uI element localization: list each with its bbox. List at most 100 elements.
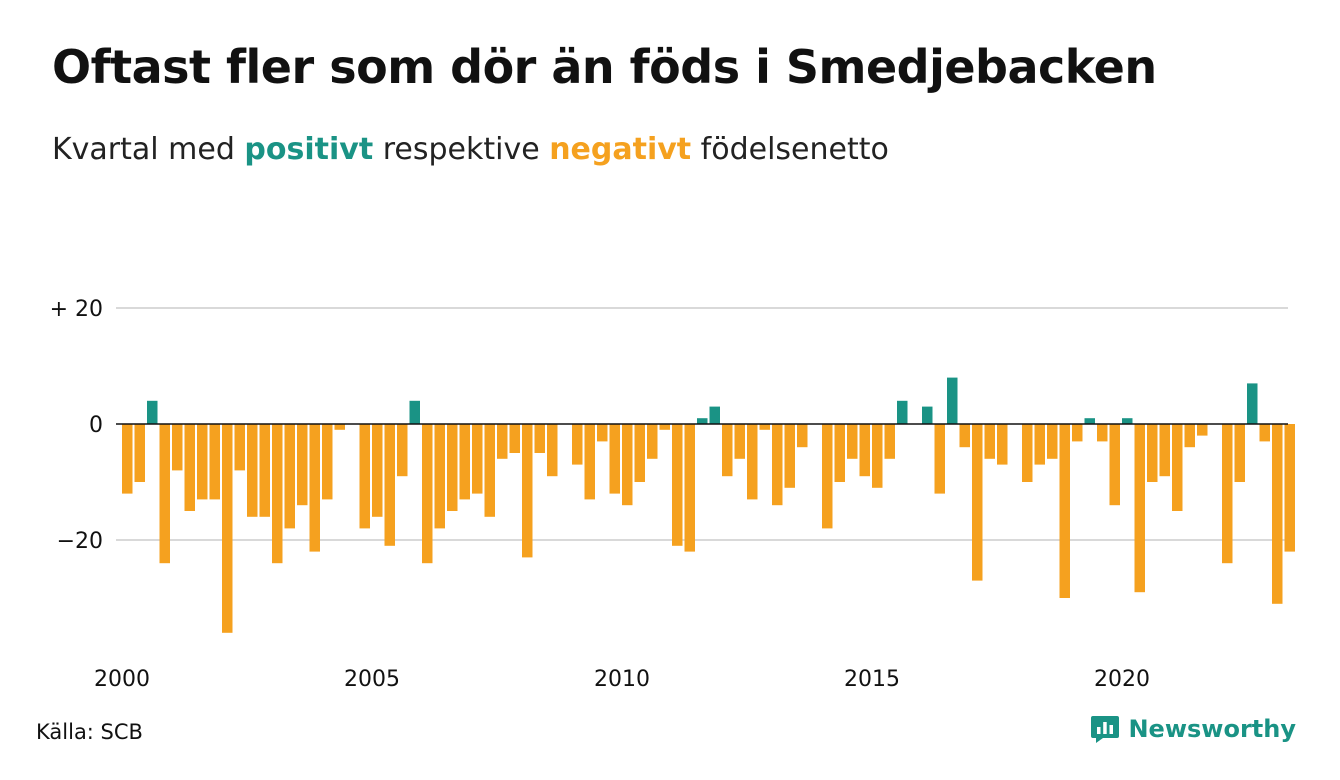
bar-negative — [597, 424, 608, 442]
bar-negative — [434, 424, 445, 529]
x-tick-label: 2010 — [594, 667, 650, 692]
bar-negative — [847, 424, 858, 459]
bar-negative — [1172, 424, 1183, 511]
bar-negative — [209, 424, 220, 500]
bar-negative — [1134, 424, 1145, 593]
bar-negative — [1184, 424, 1195, 448]
bar-negative — [284, 424, 295, 529]
bar-negative — [159, 424, 170, 564]
bar-negative — [634, 424, 645, 482]
bar-negative — [297, 424, 308, 506]
bar-negative — [1272, 424, 1283, 604]
bar-positive — [409, 400, 420, 424]
subtitle-text-mid: respektive — [373, 132, 550, 167]
bar-negative — [622, 424, 633, 506]
y-tick-label: 0 — [89, 413, 103, 438]
bar-negative — [859, 424, 870, 477]
newsworthy-logo-icon — [1091, 716, 1120, 743]
bar-negative — [1097, 424, 1108, 442]
bar-positive — [697, 418, 708, 424]
bar-negative — [972, 424, 983, 581]
bar-negative — [497, 424, 508, 459]
bar-negative — [834, 424, 845, 482]
bar-negative — [197, 424, 208, 500]
brand-name: Newsworthy — [1128, 715, 1296, 743]
bar-negative — [359, 424, 370, 529]
bar-negative — [934, 424, 945, 494]
brand-logo[interactable]: Newsworthy — [1090, 714, 1296, 744]
bar-positive — [709, 406, 720, 424]
bar-negative — [822, 424, 833, 529]
bar-positive — [947, 377, 958, 424]
x-tick-label: 2000 — [94, 667, 150, 692]
bar-negative — [1022, 424, 1033, 482]
subtitle-negative-label: negativt — [549, 132, 692, 167]
bar-positive — [897, 400, 908, 424]
bar-negative — [1072, 424, 1083, 442]
bar-negative — [1047, 424, 1058, 459]
bar-negative — [1159, 424, 1170, 477]
bar-negative — [134, 424, 145, 482]
bar-negative — [259, 424, 270, 517]
source-note: Källa: SCB — [36, 720, 143, 744]
bar-negative — [1034, 424, 1045, 465]
x-tick-label: 2005 — [344, 667, 400, 692]
bar-negative — [997, 424, 1008, 465]
bar-negative — [722, 424, 733, 477]
bar-negative — [397, 424, 408, 477]
bar-negative — [1284, 424, 1295, 552]
y-tick-label: −20 — [57, 529, 103, 554]
bar-negative — [422, 424, 433, 564]
subtitle-text-before: Kvartal med — [52, 132, 245, 167]
axis-layer: + 20 0 −20 2000 2005 2010 2015 2020 — [50, 297, 1288, 692]
bar-negative — [647, 424, 658, 459]
bar-negative — [184, 424, 195, 511]
y-tick-label: + 20 — [50, 297, 103, 322]
bar-negative — [672, 424, 683, 546]
bar-negative — [572, 424, 583, 465]
bar-negative — [447, 424, 458, 511]
bar-negative — [584, 424, 595, 500]
bar-negative — [372, 424, 383, 517]
bar-negative — [509, 424, 520, 453]
x-tick-label: 2015 — [844, 667, 900, 692]
bar-negative — [734, 424, 745, 459]
bar-negative — [172, 424, 183, 471]
bar-negative — [1222, 424, 1233, 564]
bar-negative — [984, 424, 995, 459]
bar-negative — [884, 424, 895, 459]
chart-subtitle: Kvartal med positivt respektive negativt… — [52, 132, 889, 167]
bar-negative — [959, 424, 970, 448]
bar-negative — [684, 424, 695, 552]
bar-negative — [1197, 424, 1208, 436]
bar-positive — [1122, 418, 1133, 424]
bar-negative — [659, 424, 670, 430]
bar-negative — [1059, 424, 1070, 598]
bar-negative — [272, 424, 283, 564]
bar-negative — [1234, 424, 1245, 482]
bar-negative — [872, 424, 883, 488]
bar-layer — [122, 377, 1295, 633]
bar-negative — [247, 424, 258, 517]
bar-negative — [522, 424, 533, 558]
bar-negative — [1147, 424, 1158, 482]
bar-negative — [122, 424, 133, 494]
bar-negative — [759, 424, 770, 430]
bar-negative — [547, 424, 558, 477]
bar-negative — [222, 424, 233, 633]
bar-negative — [472, 424, 483, 494]
bar-negative — [234, 424, 245, 471]
bar-positive — [147, 400, 158, 424]
bar-negative — [459, 424, 470, 500]
bar-positive — [922, 406, 933, 424]
bar-negative — [747, 424, 758, 500]
bar-negative — [334, 424, 345, 430]
bar-negative — [772, 424, 783, 506]
subtitle-text-after: födelsenetto — [691, 132, 889, 167]
bar-positive — [1247, 383, 1258, 424]
bar-negative — [1259, 424, 1270, 442]
x-tick-label: 2020 — [1094, 667, 1150, 692]
bar-negative — [609, 424, 620, 494]
bar-negative — [322, 424, 333, 500]
